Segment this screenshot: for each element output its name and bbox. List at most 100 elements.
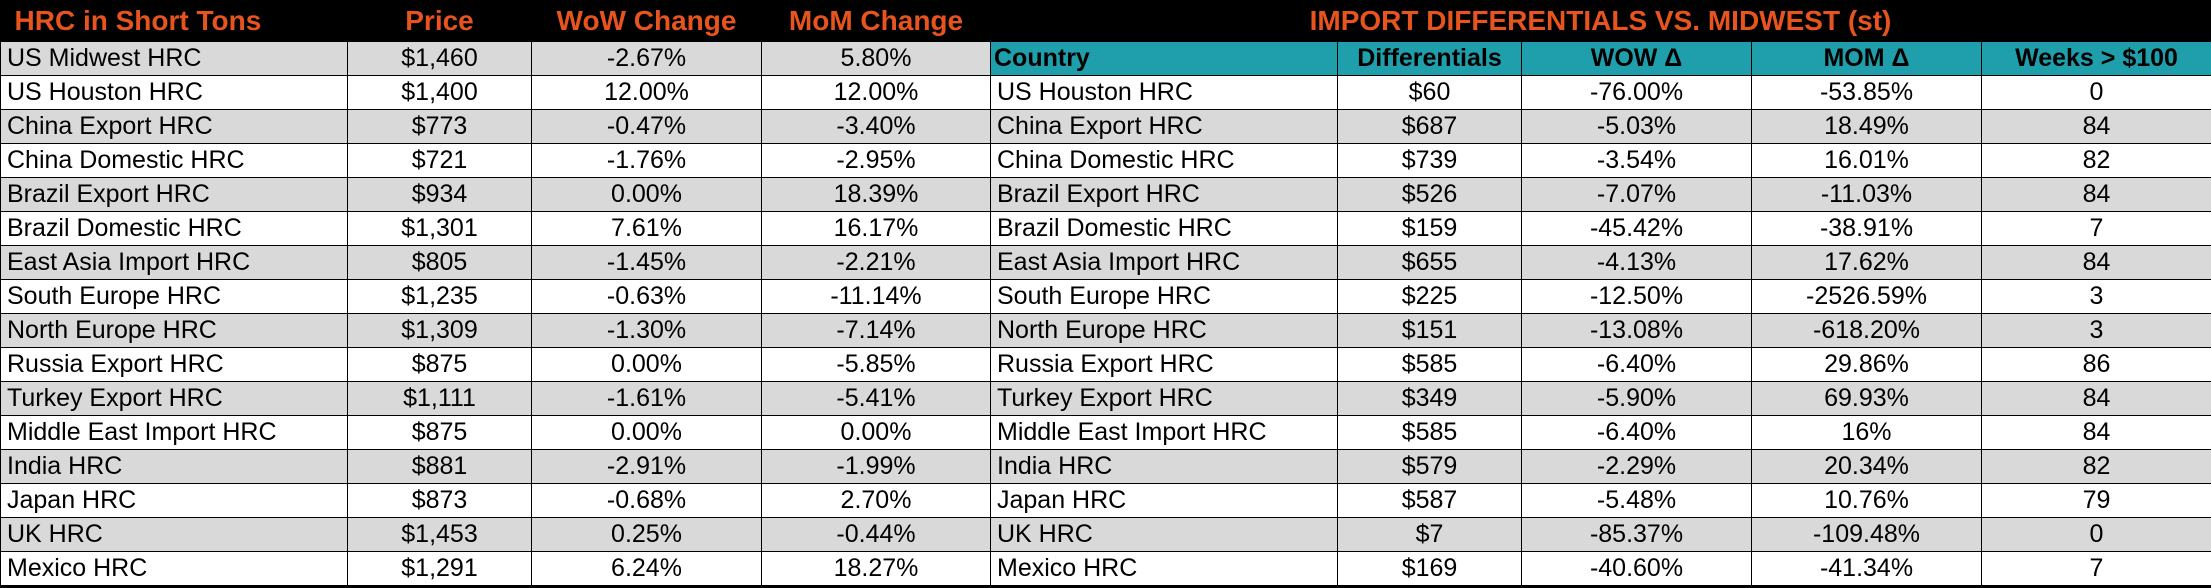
mom-delta-cell: -41.34% [1751,551,1982,586]
mom-change-cell: 2.70% [761,483,991,518]
left-price-row: US Midwest HRC $1,460 -2.67% 5.80% [0,41,991,76]
price-cell: $1,453 [347,517,532,552]
wow-delta-cell: -3.54% [1521,143,1752,178]
country-cell: UK HRC [990,517,1338,552]
mom-delta-cell: -109.48% [1751,517,1982,552]
wow-change-cell: 0.00% [531,177,762,212]
col-header-country: Country [990,41,1338,76]
country-cell: South Europe HRC [990,279,1338,314]
wow-change-cell: -1.61% [531,381,762,416]
col-header-differentials: Differentials [1337,41,1522,76]
weeks-over-100-cell: 84 [1981,177,2211,212]
differential-cell: $60 [1337,75,1522,110]
left-price-row: Middle East Import HRC $875 0.00% 0.00% [0,415,991,450]
mom-delta-cell: 20.34% [1751,449,1982,484]
weeks-over-100-cell: 3 [1981,279,2211,314]
import-differentials-panel: IMPORT DIFFERENTIALS VS. MIDWEST (st) Co… [990,0,2211,588]
price-cell: $875 [347,347,532,382]
wow-change-cell: -2.67% [531,41,762,76]
col-header-weeks-over-100: Weeks > $100 [1981,41,2211,76]
hrc-prices-panel: HRC in Short Tons Price WoW Change MoM C… [0,0,991,588]
mom-delta-cell: -53.85% [1751,75,1982,110]
differential-cell: $526 [1337,177,1522,212]
wow-change-cell: -1.45% [531,245,762,280]
wow-change-cell: -1.76% [531,143,762,178]
import-differentials-body: US Houston HRC $60 -76.00% -53.85% 0 China Ex… [990,75,2211,586]
wow-delta-cell: -12.50% [1521,279,1752,314]
mom-change-cell: 0.00% [761,415,991,450]
wow-delta-cell: -45.42% [1521,211,1752,246]
wow-change-cell: 7.61% [531,211,762,246]
right-diff-row: Japan HRC $587 -5.48% 10.76% 79 [990,483,2211,518]
right-diff-row: China Export HRC $687 -5.03% 18.49% 84 [990,109,2211,144]
right-diff-row: US Houston HRC $60 -76.00% -53.85% 0 [990,75,2211,110]
mom-change-cell: 5.80% [761,41,991,76]
product-name-cell: China Export HRC [0,109,348,144]
right-diff-row: China Domestic HRC $739 -3.54% 16.01% 82 [990,143,2211,178]
price-cell: $1,235 [347,279,532,314]
weeks-over-100-cell: 7 [1981,211,2211,246]
left-price-row: South Europe HRC $1,235 -0.63% -11.14% [0,279,991,314]
wow-delta-cell: -76.00% [1521,75,1752,110]
mom-delta-cell: -11.03% [1751,177,1982,212]
product-name-cell: Brazil Domestic HRC [0,211,348,246]
differential-cell: $687 [1337,109,1522,144]
wow-change-cell: 6.24% [531,551,762,586]
country-cell: Japan HRC [990,483,1338,518]
differential-cell: $159 [1337,211,1522,246]
col-header-mom-delta: MOM Δ [1751,41,1982,76]
weeks-over-100-cell: 82 [1981,449,2211,484]
left-price-row: Russia Export HRC $875 0.00% -5.85% [0,347,991,382]
mom-change-cell: -2.95% [761,143,991,178]
mom-change-cell: 18.39% [761,177,991,212]
right-diff-row: South Europe HRC $225 -12.50% -2526.59% 3 [990,279,2211,314]
import-differentials-title: IMPORT DIFFERENTIALS VS. MIDWEST (st) [990,0,2211,41]
country-cell: East Asia Import HRC [990,245,1338,280]
left-price-row: East Asia Import HRC $805 -1.45% -2.21% [0,245,991,280]
country-cell: China Export HRC [990,109,1338,144]
left-price-row: Turkey Export HRC $1,111 -1.61% -5.41% [0,381,991,416]
wow-delta-cell: -13.08% [1521,313,1752,348]
country-cell: North Europe HRC [990,313,1338,348]
right-diff-row: India HRC $579 -2.29% 20.34% 82 [990,449,2211,484]
mom-change-cell: -11.14% [761,279,991,314]
price-cell: $1,400 [347,75,532,110]
mom-delta-cell: 16% [1751,415,1982,450]
country-cell: US Houston HRC [990,75,1338,110]
left-price-row: China Export HRC $773 -0.47% -3.40% [0,109,991,144]
differential-cell: $587 [1337,483,1522,518]
weeks-over-100-cell: 86 [1981,347,2211,382]
mom-delta-cell: -2526.59% [1751,279,1982,314]
price-cell: $1,309 [347,313,532,348]
wow-delta-cell: -5.90% [1521,381,1752,416]
mom-change-cell: -2.21% [761,245,991,280]
right-diff-row: UK HRC $7 -85.37% -109.48% 0 [990,517,2211,552]
product-name-cell: Japan HRC [0,483,348,518]
weeks-over-100-cell: 84 [1981,381,2211,416]
weeks-over-100-cell: 0 [1981,517,2211,552]
wow-delta-cell: -6.40% [1521,415,1752,450]
mom-delta-cell: 16.01% [1751,143,1982,178]
mom-change-cell: -5.85% [761,347,991,382]
hrc-prices-body: US Midwest HRC $1,460 -2.67% 5.80% US Housto… [0,41,991,586]
product-name-cell: East Asia Import HRC [0,245,348,280]
left-price-row: North Europe HRC $1,309 -1.30% -7.14% [0,313,991,348]
price-cell: $1,301 [347,211,532,246]
col-header-product: HRC in Short Tons [0,0,348,42]
price-cell: $1,291 [347,551,532,586]
wow-delta-cell: -2.29% [1521,449,1752,484]
mom-delta-cell: -618.20% [1751,313,1982,348]
wow-delta-cell: -5.03% [1521,109,1752,144]
right-diff-row: Brazil Export HRC $526 -7.07% -11.03% 84 [990,177,2211,212]
country-cell: China Domestic HRC [990,143,1338,178]
mom-delta-cell: 18.49% [1751,109,1982,144]
left-price-row: India HRC $881 -2.91% -1.99% [0,449,991,484]
country-cell: Brazil Export HRC [990,177,1338,212]
wow-change-cell: -0.47% [531,109,762,144]
left-price-row: Mexico HRC $1,291 6.24% 18.27% [0,551,991,586]
differential-cell: $655 [1337,245,1522,280]
weeks-over-100-cell: 3 [1981,313,2211,348]
left-price-row: China Domestic HRC $721 -1.76% -2.95% [0,143,991,178]
left-price-row: Brazil Export HRC $934 0.00% 18.39% [0,177,991,212]
